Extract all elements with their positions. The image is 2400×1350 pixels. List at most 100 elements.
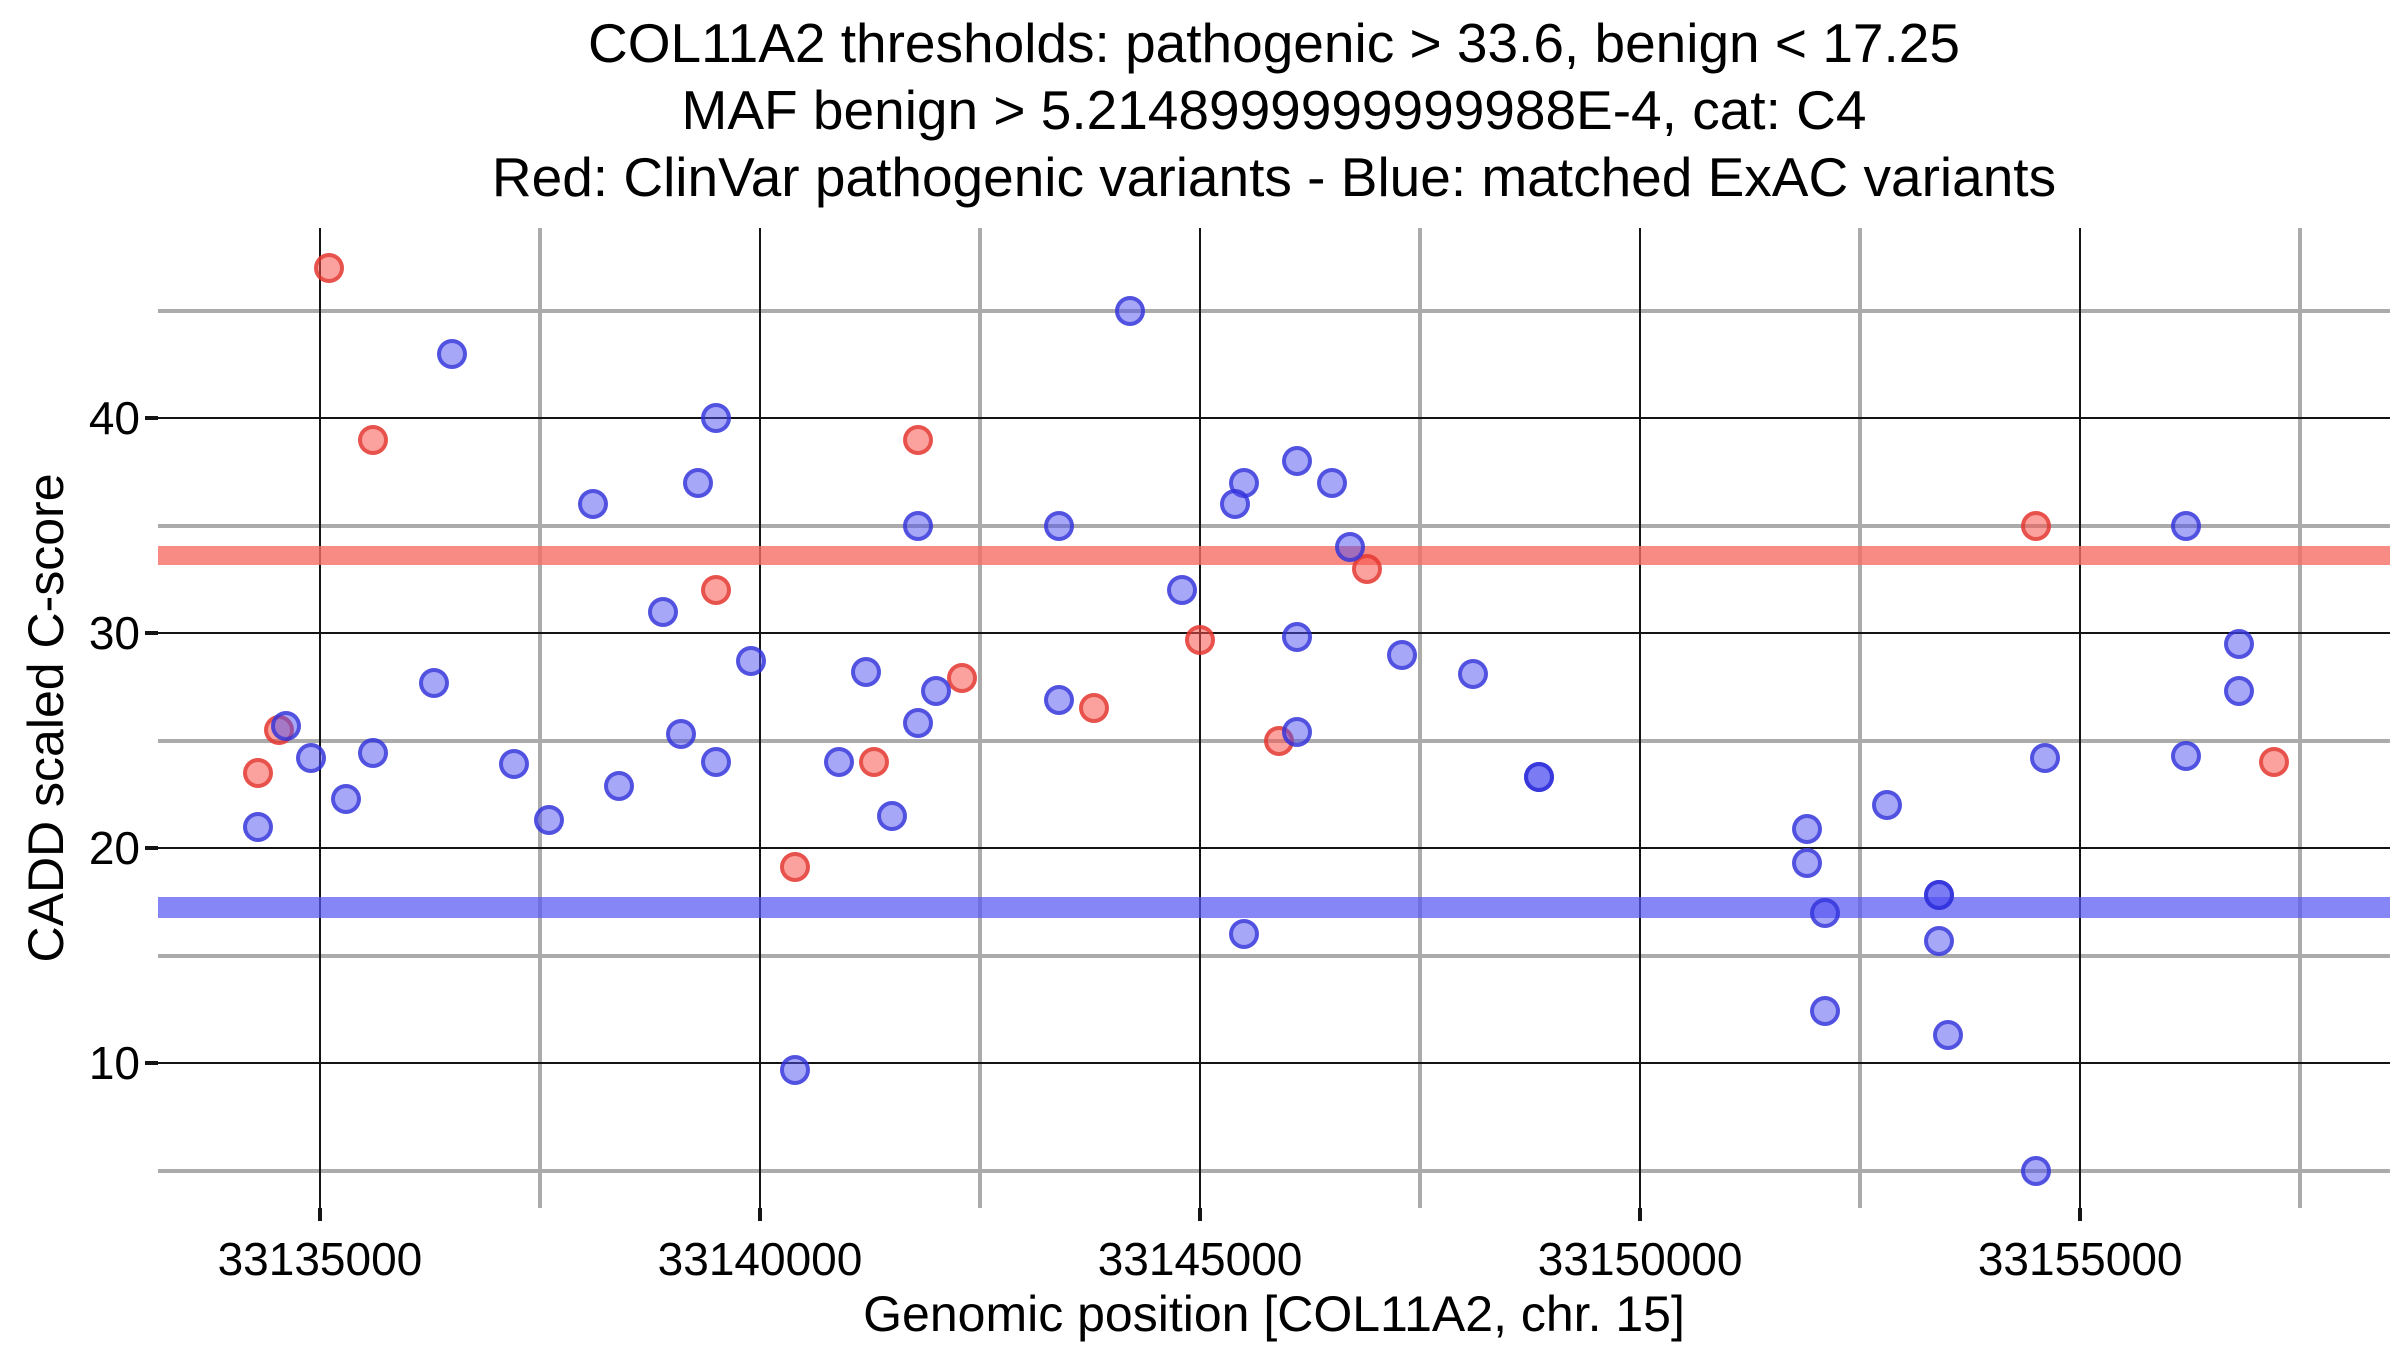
chart-title-line-2: MAF benign > 5.2148999999999988E-4, cat:… bbox=[681, 79, 1867, 141]
gridline-major-vertical bbox=[1199, 228, 1202, 1208]
point-exac-matched bbox=[824, 747, 855, 778]
point-exac-matched bbox=[1933, 1020, 1964, 1051]
point-exac-matched bbox=[1281, 622, 1312, 653]
point-exac-matched bbox=[903, 708, 934, 739]
point-exac-matched bbox=[1871, 790, 1902, 821]
gridline-major-vertical bbox=[1639, 228, 1642, 1208]
point-exac-matched bbox=[1167, 575, 1198, 606]
gridline-minor-vertical bbox=[2298, 228, 2303, 1208]
gridline-major-horizontal bbox=[158, 1062, 2390, 1065]
y-tick-label: 10 bbox=[88, 1037, 140, 1090]
point-exac-matched bbox=[2029, 742, 2060, 773]
point-exac-matched bbox=[2223, 628, 2254, 659]
gridline-major-vertical bbox=[2079, 228, 2082, 1208]
x-tick-mark bbox=[758, 1208, 762, 1221]
point-exac-matched bbox=[780, 1054, 811, 1085]
point-exac-matched bbox=[648, 596, 679, 627]
point-exac-matched bbox=[1792, 813, 1823, 844]
point-exac-matched bbox=[1229, 467, 1260, 498]
y-tick-label: 40 bbox=[88, 392, 140, 445]
chart-title-line-1: COL11A2 thresholds: pathogenic > 33.6, b… bbox=[588, 12, 1960, 74]
point-exac-matched bbox=[2170, 510, 2201, 541]
gridline-minor-vertical bbox=[978, 228, 983, 1208]
point-exac-matched bbox=[1044, 684, 1075, 715]
x-tick-mark bbox=[1638, 1208, 1643, 1221]
point-exac-matched bbox=[1044, 510, 1075, 541]
y-axis-title: CADD scaled C-score bbox=[18, 473, 74, 963]
point-clinvar-pathogenic bbox=[2021, 510, 2052, 541]
x-tick-label: 33140000 bbox=[657, 1233, 863, 1285]
gridline-major-vertical bbox=[759, 228, 761, 1208]
point-exac-matched bbox=[1281, 716, 1312, 747]
point-exac-matched bbox=[1334, 532, 1365, 563]
y-tick-mark bbox=[145, 631, 158, 636]
gridline-minor-horizontal bbox=[158, 1168, 2390, 1173]
point-exac-matched bbox=[1457, 658, 1488, 689]
gridline-minor-horizontal bbox=[158, 308, 2390, 313]
x-axis-title: Genomic position [COL11A2, chr. 15] bbox=[863, 1286, 1685, 1342]
point-clinvar-pathogenic bbox=[859, 747, 890, 778]
point-exac-matched bbox=[2170, 740, 2201, 771]
chart-title-line-3: Red: ClinVar pathogenic variants - Blue:… bbox=[491, 146, 2057, 208]
x-tick-mark bbox=[317, 1208, 322, 1221]
y-tick-mark bbox=[145, 416, 158, 421]
point-clinvar-pathogenic bbox=[1352, 553, 1383, 584]
point-exac-matched bbox=[877, 800, 908, 831]
point-clinvar-pathogenic bbox=[1264, 725, 1295, 756]
x-tick-label: 33135000 bbox=[217, 1233, 423, 1285]
point-exac-matched bbox=[270, 710, 301, 741]
chart-title: COL11A2 thresholds: pathogenic > 33.6, b… bbox=[158, 10, 2390, 211]
point-exac-matched bbox=[2021, 1155, 2052, 1186]
pathogenic-threshold-band bbox=[158, 546, 2390, 566]
point-exac-matched bbox=[1809, 897, 1840, 928]
x-tick-label: 33145000 bbox=[1097, 1233, 1303, 1285]
x-tick-label: 33150000 bbox=[1537, 1233, 1743, 1285]
point-exac-matched bbox=[577, 489, 608, 520]
point-exac-matched bbox=[903, 510, 934, 541]
point-exac-matched bbox=[701, 403, 731, 434]
point-exac-matched bbox=[665, 719, 696, 750]
point-exac-matched bbox=[1317, 467, 1348, 498]
y-tick-mark bbox=[145, 1061, 158, 1066]
point-exac-matched bbox=[1809, 996, 1840, 1027]
point-exac-matched bbox=[243, 811, 274, 842]
point-exac-matched bbox=[357, 738, 388, 769]
x-tick-mark bbox=[2078, 1208, 2083, 1221]
point-exac-matched bbox=[1523, 762, 1554, 793]
point-clinvar-pathogenic bbox=[357, 424, 388, 455]
gridline-minor-vertical bbox=[537, 228, 542, 1208]
point-exac-matched bbox=[1114, 295, 1145, 326]
benign-threshold-band bbox=[158, 896, 2390, 918]
gridline-minor-vertical bbox=[1418, 228, 1423, 1208]
point-exac-matched bbox=[533, 805, 564, 836]
point-exac-matched bbox=[419, 667, 450, 698]
y-tick-label: 30 bbox=[88, 607, 140, 660]
plot-panel bbox=[158, 228, 2390, 1208]
point-exac-matched bbox=[1924, 880, 1955, 911]
y-tick-label: 20 bbox=[88, 822, 140, 875]
point-exac-matched bbox=[2223, 676, 2254, 707]
point-clinvar-pathogenic bbox=[947, 663, 978, 694]
point-exac-matched bbox=[921, 676, 952, 707]
point-clinvar-pathogenic bbox=[243, 757, 274, 788]
point-exac-matched bbox=[1229, 919, 1260, 950]
gridline-major-horizontal bbox=[158, 632, 2390, 635]
x-tick-mark bbox=[1198, 1208, 1203, 1221]
point-exac-matched bbox=[701, 747, 731, 778]
point-clinvar-pathogenic bbox=[1185, 624, 1216, 655]
point-exac-matched bbox=[296, 742, 327, 773]
point-clinvar-pathogenic bbox=[313, 252, 344, 283]
point-exac-matched bbox=[436, 338, 467, 369]
point-exac-matched bbox=[1220, 489, 1251, 520]
point-clinvar-pathogenic bbox=[903, 424, 934, 455]
y-tick-mark bbox=[145, 846, 158, 851]
point-exac-matched bbox=[1281, 446, 1312, 477]
point-clinvar-pathogenic bbox=[2258, 747, 2289, 778]
gridline-major-vertical bbox=[318, 228, 321, 1208]
point-exac-matched bbox=[604, 770, 635, 801]
point-clinvar-pathogenic bbox=[780, 852, 811, 883]
point-exac-matched bbox=[683, 467, 714, 498]
point-clinvar-pathogenic bbox=[1079, 693, 1110, 724]
point-exac-matched bbox=[331, 783, 362, 814]
